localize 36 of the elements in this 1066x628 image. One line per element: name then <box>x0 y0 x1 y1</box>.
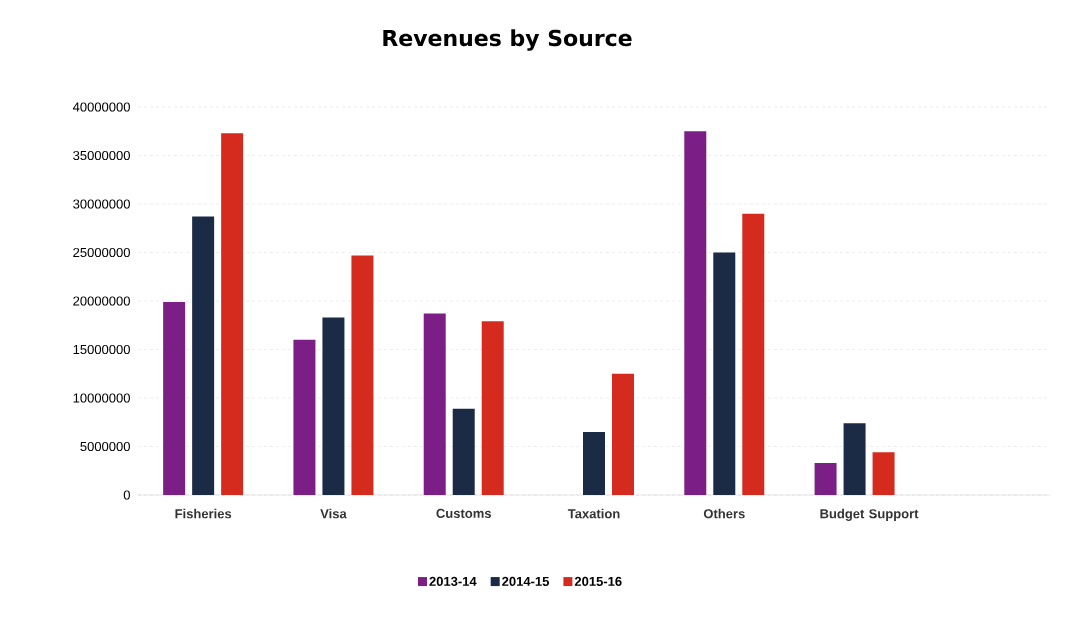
x-tick-label: Budget Support <box>820 508 919 521</box>
bar <box>322 317 345 495</box>
y-tick-label: 0 <box>123 490 130 500</box>
chart-title: Revenues by Source <box>383 29 632 51</box>
bar <box>192 216 215 495</box>
bar <box>423 313 446 495</box>
bar <box>713 252 736 495</box>
x-tick-label: Others <box>703 508 745 519</box>
bar <box>481 321 504 495</box>
bar <box>452 408 475 495</box>
bar <box>684 131 707 495</box>
bar <box>583 431 605 495</box>
y-tick-label: 15000000 <box>73 344 130 355</box>
x-tick-label: Visa <box>320 508 347 519</box>
bar <box>872 452 895 495</box>
bar <box>742 213 765 495</box>
y-tick-label: 5000000 <box>80 441 130 452</box>
bar <box>221 133 244 495</box>
y-tick-label: 20000000 <box>73 296 130 306</box>
x-tick-label: Fisheries <box>175 508 232 519</box>
y-tick-label: 30000000 <box>73 199 130 209</box>
bar <box>843 423 866 495</box>
x-tick-label: Customs <box>436 508 491 518</box>
bar <box>351 255 374 495</box>
x-tick-label: Taxation <box>567 508 620 519</box>
bar <box>293 339 316 495</box>
bar <box>163 301 186 495</box>
y-tick-label: 10000000 <box>73 393 130 403</box>
bar <box>814 462 837 495</box>
y-tick-label: 25000000 <box>73 247 130 258</box>
legend-label: 2014-15 <box>502 576 550 586</box>
legend-label: 2013-14 <box>429 576 477 586</box>
bar <box>612 373 634 495</box>
y-tick-label: 40000000 <box>72 102 130 112</box>
legend-label: 2015-16 <box>574 576 622 586</box>
y-tick-label: 35000000 <box>73 150 130 161</box>
